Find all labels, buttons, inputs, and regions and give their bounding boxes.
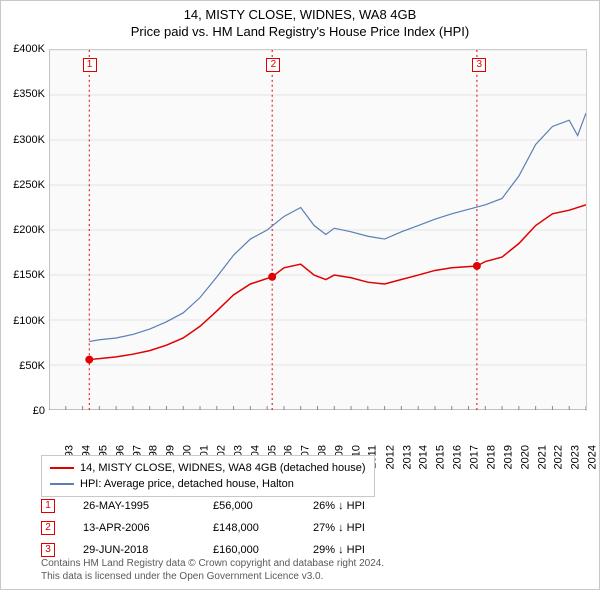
x-tick-label: 2017 [468,445,480,469]
transaction-date: 26-MAY-1995 [83,500,213,512]
transaction-price: £148,000 [213,522,313,534]
transaction-marker: 1 [83,58,97,72]
chart-container: 14, MISTY CLOSE, WIDNES, WA8 4GB Price p… [0,0,600,590]
x-tick-label: 2018 [485,445,497,469]
footer-attribution: Contains HM Land Registry data © Crown c… [41,557,384,583]
x-tick-label: 2021 [536,445,548,469]
legend: 14, MISTY CLOSE, WIDNES, WA8 4GB (detach… [41,455,375,497]
legend-item: HPI: Average price, detached house, Halt… [50,476,366,492]
transaction-number: 2 [41,521,55,535]
y-tick-label: £200K [13,224,45,236]
y-tick-label: £300K [13,134,45,146]
transaction-price: £56,000 [213,500,313,512]
x-tick-label: 2014 [418,445,430,469]
transaction-row: 1 26-MAY-1995£56,00026% ↓ HPI [41,495,423,517]
chart-svg [49,50,586,410]
y-tick-label: £150K [13,269,45,281]
y-tick-label: £400K [13,43,45,55]
transaction-number: 1 [41,499,55,513]
title-address: 14, MISTY CLOSE, WIDNES, WA8 4GB [1,1,599,22]
x-axis-labels: 1993199419951996199719981999200020012002… [49,413,587,453]
legend-label: HPI: Average price, detached house, Halt… [80,478,294,490]
x-tick-label: 2023 [570,445,582,469]
transaction-marker: 2 [266,58,280,72]
transaction-number: 3 [41,543,55,557]
transactions-table: 1 26-MAY-1995£56,00026% ↓ HPI 2 13-APR-2006… [41,495,423,561]
transaction-date: 29-JUN-2018 [83,544,213,556]
y-tick-label: £100K [13,315,45,327]
x-tick-label: 2020 [519,445,531,469]
legend-swatch [50,467,74,469]
y-axis-labels: £0£50K£100K£150K£200K£250K£300K£350K£400… [1,49,47,411]
legend-label: 14, MISTY CLOSE, WIDNES, WA8 4GB (detach… [80,462,366,474]
transaction-row: 2 13-APR-2006£148,00027% ↓ HPI [41,517,423,539]
x-tick-label: 2013 [401,445,413,469]
x-tick-label: 2016 [452,445,464,469]
x-tick-label: 2012 [384,445,396,469]
transaction-price: £160,000 [213,544,313,556]
transaction-diff: 27% ↓ HPI [313,522,423,534]
legend-swatch [50,483,74,485]
footer-line2: This data is licensed under the Open Gov… [41,570,384,583]
transaction-date: 13-APR-2006 [83,522,213,534]
y-tick-label: £50K [19,360,45,372]
transaction-marker: 3 [472,58,486,72]
x-tick-label: 2019 [502,445,514,469]
legend-item: 14, MISTY CLOSE, WIDNES, WA8 4GB (detach… [50,460,366,476]
footer-line1: Contains HM Land Registry data © Crown c… [41,557,384,570]
x-tick-label: 2022 [553,445,565,469]
x-tick-label: 2024 [587,445,599,469]
y-tick-label: £250K [13,179,45,191]
transaction-diff: 26% ↓ HPI [313,500,423,512]
chart-plot-area: 1 2 3 [49,49,587,411]
y-tick-label: £350K [13,88,45,100]
x-tick-label: 2015 [435,445,447,469]
title-subtitle: Price paid vs. HM Land Registry's House … [1,22,599,39]
y-tick-label: £0 [33,405,45,417]
transaction-diff: 29% ↓ HPI [313,544,423,556]
